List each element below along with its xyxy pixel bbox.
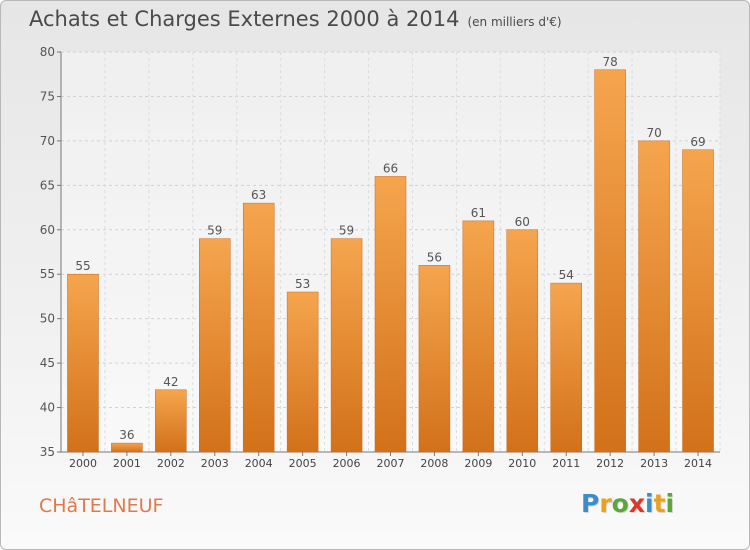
x-tick-label-2003: 2003 (201, 457, 229, 470)
data-label-2009: 61 (471, 206, 486, 220)
data-label-2014: 69 (690, 135, 705, 149)
y-tick-label: 45 (40, 356, 55, 370)
bar-2009 (462, 220, 495, 453)
y-tick-label: 80 (40, 45, 55, 59)
bar-2008 (418, 265, 451, 453)
x-tick-label-2007: 2007 (377, 457, 405, 470)
x-tick-label-2011: 2011 (552, 457, 580, 470)
x-tick-label-2010: 2010 (508, 457, 536, 470)
bar-2000 (67, 273, 99, 453)
bar-2004 (242, 202, 275, 453)
data-label-2006: 59 (339, 224, 354, 238)
data-label-2005: 53 (295, 277, 310, 291)
x-tick-label-2012: 2012 (596, 457, 624, 470)
x-tick-label-2005: 2005 (289, 457, 317, 470)
y-tick-label: 35 (40, 445, 55, 459)
x-tick-label-2001: 2001 (113, 457, 141, 470)
y-tick-label: 50 (40, 312, 55, 326)
x-tick-label-2013: 2013 (640, 457, 668, 470)
x-tick-label-2014: 2014 (684, 457, 712, 470)
logo-letter: r (599, 489, 612, 518)
y-tick-label: 40 (40, 401, 55, 415)
data-label-2004: 63 (251, 188, 266, 202)
bar-2001 (111, 442, 143, 453)
data-label-2001: 36 (119, 428, 134, 442)
x-tick-label-2006: 2006 (333, 457, 361, 470)
bar-2012 (594, 69, 626, 453)
data-label-2000: 55 (75, 259, 90, 273)
logo-letter: t (653, 489, 666, 518)
bar-2011 (550, 282, 582, 453)
x-tick-label-2009: 2009 (464, 457, 492, 470)
y-tick-label: 65 (40, 178, 55, 192)
data-label-2007: 66 (383, 161, 398, 175)
y-tick-label: 55 (40, 267, 55, 281)
bars (67, 69, 714, 453)
data-label-2011: 54 (559, 268, 574, 282)
y-tick-label: 75 (40, 89, 55, 103)
data-labels: 55 36 42 59 63 53 59 66 56 61 60 54 78 70 69 (75, 55, 705, 442)
chart-subtitle: (en milliers d'€) (467, 15, 562, 29)
bar-2007 (374, 176, 407, 453)
y-tick-label: 60 (40, 223, 55, 237)
bar-2013 (638, 140, 670, 453)
bar-2006 (330, 238, 363, 453)
x-tick-label-2000: 2000 (69, 457, 97, 470)
logo-letter: i (665, 489, 675, 518)
data-label-2010: 60 (515, 215, 530, 229)
logo-letter: P (581, 489, 600, 518)
data-label-2002: 42 (163, 375, 178, 389)
logo-letter: i (645, 489, 654, 518)
logo-letter: x (628, 489, 645, 518)
data-label-2008: 56 (427, 250, 442, 264)
chart-title: Achats et Charges Externes 2000 à 2014 (e… (29, 7, 562, 31)
x-tick-label-2008: 2008 (420, 457, 448, 470)
chart-title-text: Achats et Charges Externes 2000 à 2014 (29, 7, 460, 31)
bar-2014 (682, 149, 714, 453)
commune-name: CHâTELNEUF (39, 495, 164, 517)
bar-2003 (199, 238, 231, 453)
bar-2005 (286, 291, 319, 453)
y-tick-label: 70 (40, 134, 55, 148)
logo-letter: o (611, 489, 629, 518)
proxiti-logo[interactable]: Proxiti (581, 489, 674, 518)
data-label-2012: 78 (603, 55, 618, 69)
x-tick-label-2004: 2004 (245, 457, 273, 470)
x-tick-label-2002: 2002 (157, 457, 185, 470)
bar-2010 (506, 229, 539, 453)
data-label-2013: 70 (646, 126, 661, 140)
data-label-2003: 59 (207, 224, 222, 238)
bar-2002 (155, 389, 187, 453)
